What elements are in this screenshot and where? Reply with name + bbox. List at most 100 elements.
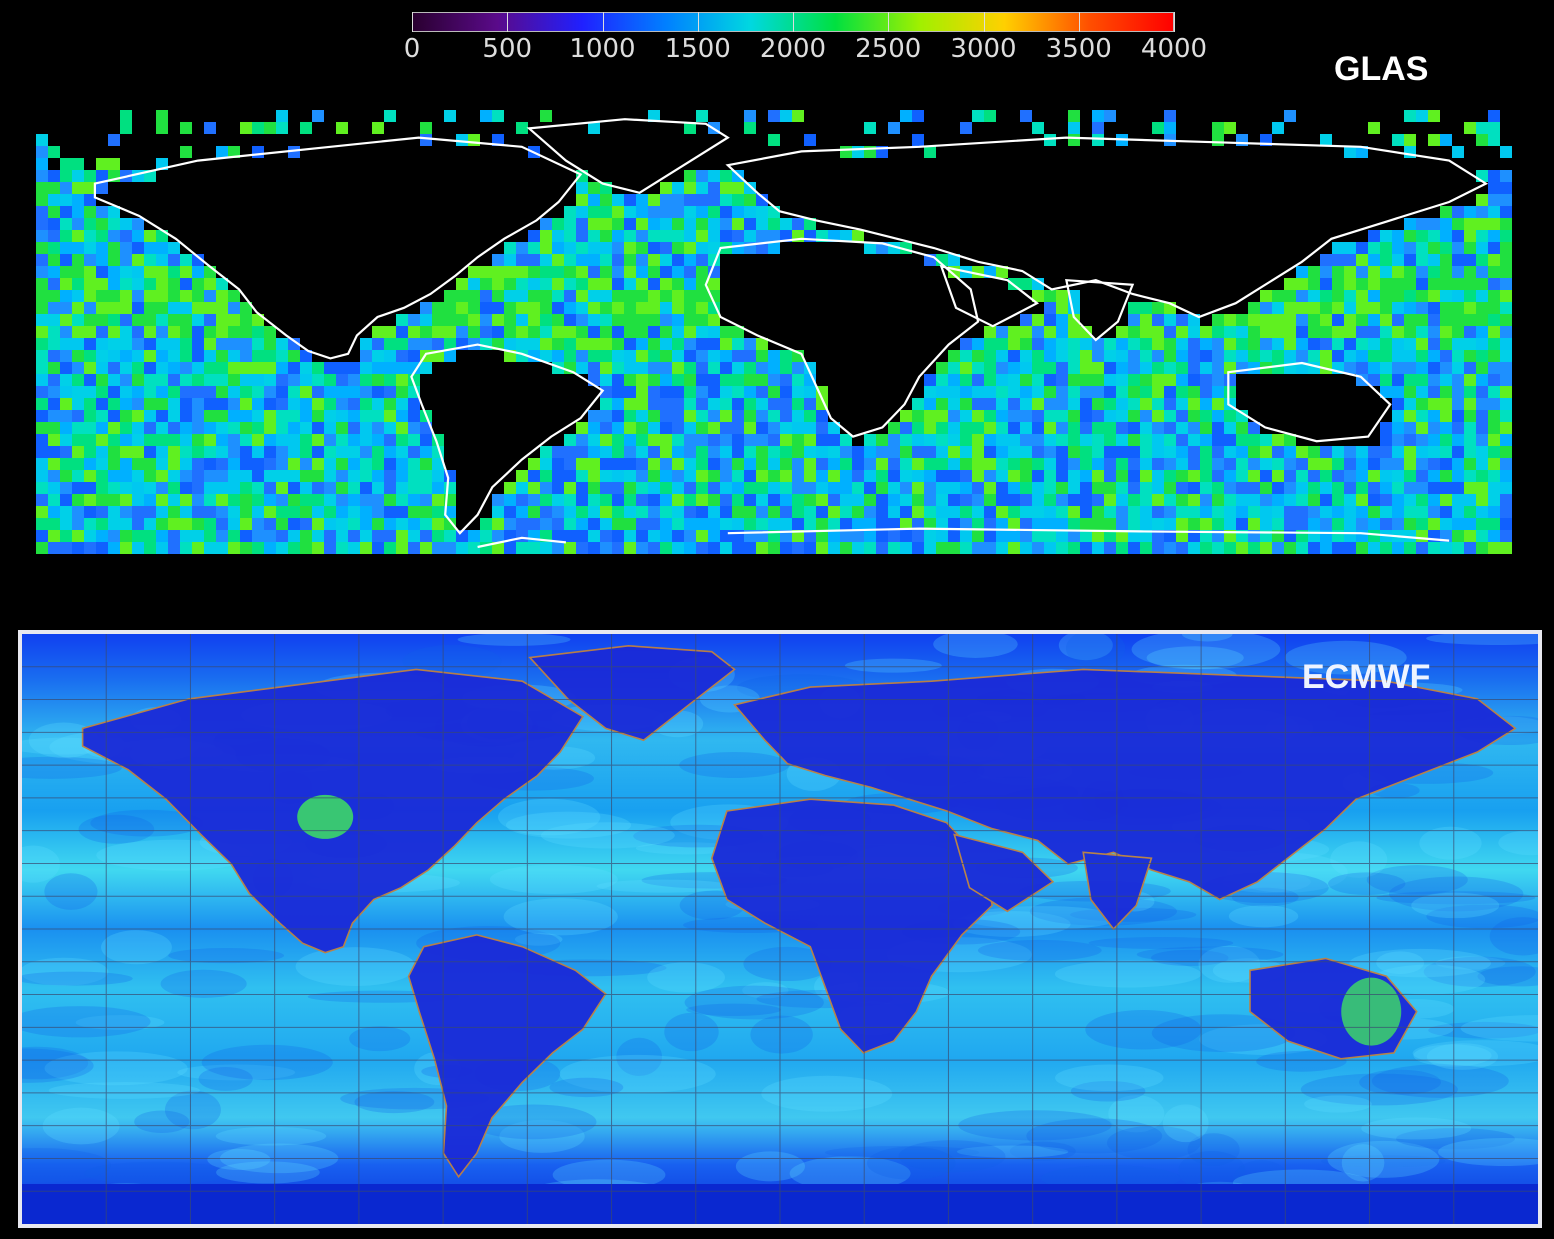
ecmwf-cloud-patch: [177, 1064, 296, 1081]
glas-cell: [108, 290, 120, 302]
glas-cell: [996, 386, 1008, 398]
glas-cell: [672, 206, 684, 218]
glas-cell: [792, 110, 804, 122]
ecmwf-cloud-patch: [761, 1075, 893, 1112]
glas-cell: [108, 410, 120, 422]
glas-cell: [1488, 242, 1500, 254]
glas-cell: [936, 482, 948, 494]
glas-cell: [1116, 458, 1128, 470]
glas-cell: [1440, 458, 1452, 470]
glas-cell: [1116, 362, 1128, 374]
glas-cell: [504, 542, 516, 554]
glas-cell: [1092, 350, 1104, 362]
glas-cell: [168, 350, 180, 362]
glas-cell: [252, 506, 264, 518]
glas-cell: [1440, 242, 1452, 254]
glas-cell: [1056, 398, 1068, 410]
glas-cell: [888, 434, 900, 446]
glas-cell: [1380, 506, 1392, 518]
glas-cell: [1440, 290, 1452, 302]
glas-cell: [1392, 326, 1404, 338]
glas-cell: [1464, 230, 1476, 242]
glas-cell: [696, 386, 708, 398]
glas-cell: [552, 482, 564, 494]
glas-cell: [696, 170, 708, 182]
glas-cell: [384, 110, 396, 122]
glas-cell: [1464, 542, 1476, 554]
glas-cell: [564, 254, 576, 266]
glas-cell: [420, 530, 432, 542]
glas-cell: [636, 470, 648, 482]
glas-cell: [84, 410, 96, 422]
glas-cell: [648, 374, 660, 386]
glas-cell: [1068, 122, 1080, 134]
glas-cell: [1164, 506, 1176, 518]
glas-cell: [1068, 374, 1080, 386]
glas-cell: [168, 278, 180, 290]
glas-cell: [1068, 446, 1080, 458]
glas-cell: [1380, 434, 1392, 446]
glas-cell: [264, 530, 276, 542]
glas-cell: [996, 374, 1008, 386]
glas-cell: [1320, 482, 1332, 494]
ecmwf-cloud-patch: [1228, 905, 1299, 928]
glas-cell: [972, 446, 984, 458]
glas-cell: [156, 314, 168, 326]
glas-cell: [576, 350, 588, 362]
glas-cell: [48, 434, 60, 446]
glas-cell: [600, 302, 612, 314]
glas-cell: [552, 350, 564, 362]
glas-cell: [156, 482, 168, 494]
ecmwf-cloud-patch: [1359, 1069, 1441, 1095]
glas-cell: [1140, 350, 1152, 362]
glas-cell: [96, 374, 108, 386]
glas-cell: [1404, 386, 1416, 398]
glas-cell: [60, 218, 72, 230]
glas-cell: [1008, 530, 1020, 542]
glas-cell: [984, 110, 996, 122]
glas-cell: [588, 422, 600, 434]
glas-cell: [768, 374, 780, 386]
glas-cell: [996, 398, 1008, 410]
glas-cell: [768, 230, 780, 242]
glas-cell: [36, 434, 48, 446]
glas-cell: [744, 218, 756, 230]
glas-cell: [252, 458, 264, 470]
glas-cell: [588, 254, 600, 266]
glas-cell: [948, 470, 960, 482]
glas-cell: [636, 194, 648, 206]
glas-cell: [1044, 518, 1056, 530]
glas-cell: [804, 218, 816, 230]
glas-cell: [624, 530, 636, 542]
glas-cell: [624, 422, 636, 434]
glas-cell: [1164, 362, 1176, 374]
glas-cell: [852, 470, 864, 482]
glas-cell: [1476, 374, 1488, 386]
glas-cell: [1488, 290, 1500, 302]
glas-cell: [204, 386, 216, 398]
glas-cell: [924, 146, 936, 158]
glas-cell: [96, 470, 108, 482]
glas-cell: [768, 422, 780, 434]
glas-cell: [1380, 422, 1392, 434]
colorbar-tick-mark: [507, 12, 509, 32]
glas-cell: [336, 422, 348, 434]
glas-cell: [396, 350, 408, 362]
glas-cell: [360, 542, 372, 554]
glas-cell: [180, 290, 192, 302]
glas-cell: [1080, 542, 1092, 554]
glas-cell: [1140, 326, 1152, 338]
glas-cell: [624, 518, 636, 530]
glas-cell: [144, 338, 156, 350]
glas-cell: [864, 434, 876, 446]
glas-cell: [1104, 482, 1116, 494]
ecmwf-cloud-patch: [743, 946, 832, 982]
glas-cell: [684, 338, 696, 350]
glas-cell: [600, 230, 612, 242]
glas-cell: [180, 422, 192, 434]
glas-cell: [1392, 542, 1404, 554]
glas-cell: [600, 446, 612, 458]
glas-cell: [1080, 506, 1092, 518]
glas-cell: [1488, 374, 1500, 386]
glas-cell: [96, 398, 108, 410]
